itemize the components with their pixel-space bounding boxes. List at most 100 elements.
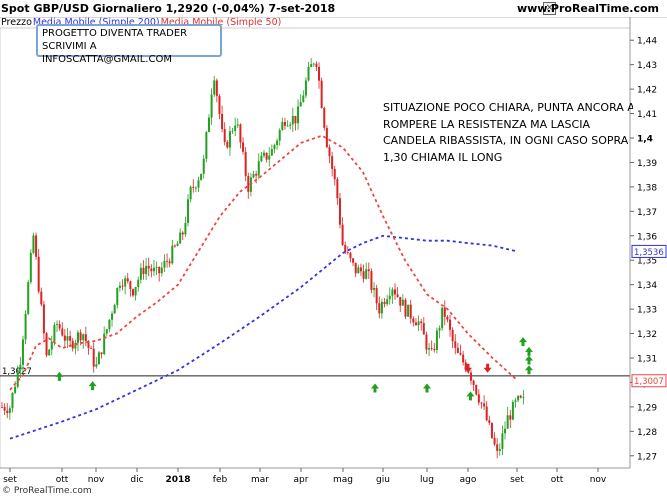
candle-body [383,301,386,305]
candle-body [433,348,436,351]
candle-body [338,198,341,225]
candle-body [205,132,208,159]
x-axis: set ott nov dic 2018 feb mar apr mag giu lug ago set… [0,467,630,485]
candle-body [171,245,174,264]
candle-body [320,80,323,108]
candle-body [69,336,72,341]
ma50-path [9,134,518,391]
candle-body [469,372,472,381]
candle-body [100,352,103,355]
candle-body [483,403,486,407]
candle-body [417,321,420,326]
note-line-2: SCRIVIMI A INFOSCATTA@GMAIL.COM [42,41,172,65]
ma50-legend[interactable]: Media Mobile (Simple 50) [160,17,282,28]
candle-body [247,175,250,192]
candle-body [231,130,234,132]
up-arrow-icon [88,381,97,391]
x-tick-label: 2018 [165,475,190,485]
up-arrow-icon [55,371,64,381]
candle-body [116,288,119,306]
candle-body [108,319,111,330]
up-arrow-icon [423,383,431,393]
candle-body [197,180,200,188]
ma50-line [9,134,518,391]
candle-body [132,289,134,296]
candle-body [514,400,517,403]
x-tick-label: ago [460,475,477,485]
ma200-last-label: 1,3536 [634,248,664,258]
candle-body [373,288,376,290]
candle-body [95,364,98,367]
candle-body [35,235,38,257]
candle-body [50,341,53,350]
candle-body [276,140,279,146]
candle-body [137,279,140,288]
candle-body [446,316,449,320]
candle-body [21,339,24,365]
y-tick-label: 1,37 [637,208,657,218]
candle-body [367,269,370,272]
candle-body [252,174,255,178]
candle-body [425,334,428,350]
candle-body [289,124,292,126]
candle-body [493,437,496,445]
candle-body [45,333,48,356]
candle-body [346,252,349,253]
candle-body [40,291,43,305]
candle-body [312,63,315,65]
candle-body [490,422,493,438]
candle-body [210,94,213,118]
candle-body [48,349,51,356]
candle-body [168,261,171,264]
candle-body [472,380,475,386]
candle-body [218,95,221,114]
top-bar: Spot GBP/USD Giornaliero 1,2920 (-0,04%)… [0,0,667,18]
candle-body [6,410,9,414]
candle-body [325,127,328,148]
comment-line-2: ROMPERE LA RESISTENZA MA LASCIA [383,117,590,131]
price-legend[interactable]: Prezzo [1,17,32,28]
candle-body [158,266,161,274]
candle-body [273,145,276,149]
candle-body [511,402,514,420]
candle-body [396,294,399,297]
candle-body [388,295,391,300]
y-tick-label: 1,4 [637,135,653,145]
candle-body [152,267,155,272]
comment-line-1: SITUAZIONE POCO CHIARA, PUNTA ANCORA A [383,101,633,114]
candle-body [145,265,148,275]
candle-body [103,333,106,355]
candle-body [438,328,441,331]
candle-body [359,267,362,272]
analysis-comment[interactable]: SITUAZIONE POCO CHIARA, PUNTA ANCORA A R… [383,100,633,166]
x-tick-label: apr [294,475,309,485]
ma200-path [9,234,518,440]
candle-body [160,267,163,274]
x-tick-label: nov [88,475,105,485]
candle-body [517,395,520,401]
candle-body [370,271,373,290]
ma200-legend[interactable]: Media Mobile (Simple 200) [32,17,160,28]
candle-body [113,305,116,314]
candle-body [76,332,79,343]
up-arrow-icon [525,365,533,375]
grid [0,27,631,469]
note-box[interactable]: PROGETTO DIVENTA TRADER SCRIVIMI A INFOS… [36,24,222,65]
candle-body [8,408,11,414]
candle-body [456,347,459,353]
candle-body [464,362,467,371]
candle-body [184,222,187,235]
instrument-info: Spot GBP/USD Giornaliero 1,2920 (-0,04%)… [1,2,336,15]
candle-body [504,428,507,434]
candle-body [71,340,74,349]
candle-body [228,131,231,148]
candle-body [328,147,331,157]
close-icon[interactable]: × [543,2,556,15]
indicator-legend: PrezzoMedia Mobile (Simple 200)Media Mob… [0,17,281,28]
candle-body [498,448,501,451]
y-tick-label: 1,35 [637,257,657,267]
y-tick-label: 1,36 [637,232,657,242]
candle-body [485,406,488,421]
candle-body [310,64,313,68]
